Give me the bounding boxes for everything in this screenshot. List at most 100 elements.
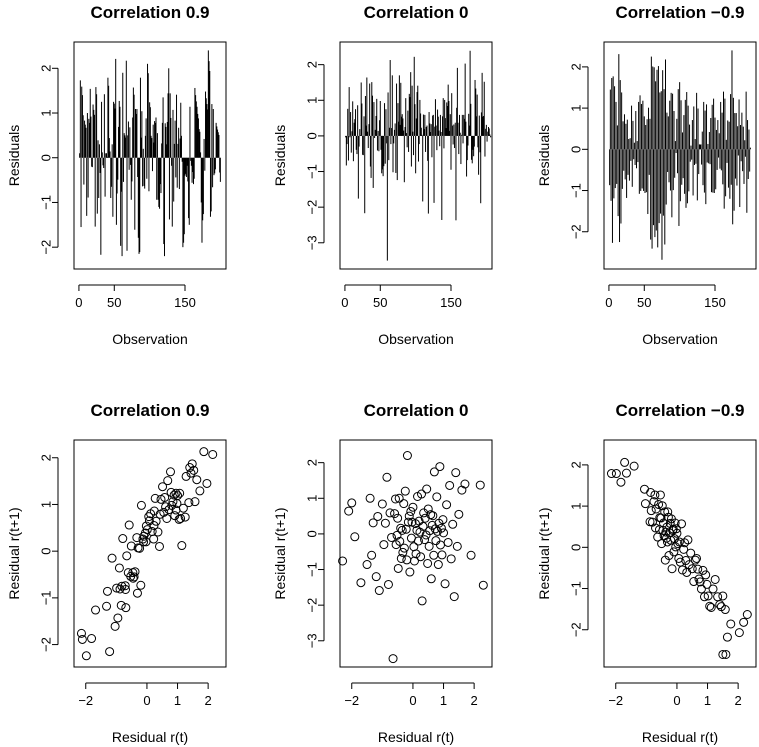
scatter-point (139, 537, 149, 547)
panel-5: Correlation 0 Residual r(t) Residual r(t+1… (272, 401, 493, 745)
scatter-point (692, 553, 702, 563)
scatter-point (399, 543, 409, 553)
x-axis-label: Observation (378, 331, 453, 347)
scatter-point (646, 488, 656, 498)
scatter-point (449, 592, 459, 602)
scatter-point (132, 588, 142, 598)
scatter-point (199, 447, 209, 457)
scatter-point (153, 527, 163, 537)
scatter-point (174, 514, 184, 524)
scatter-point (606, 469, 616, 479)
scatter-point (680, 538, 690, 548)
scatter-point (102, 601, 112, 611)
scatter-point (186, 468, 196, 478)
scatter-point (396, 553, 406, 563)
scatter-point (168, 497, 178, 507)
scatter-point (416, 552, 426, 562)
scatter-point (722, 632, 732, 642)
scatter-point (113, 613, 123, 623)
scatter-point (654, 499, 664, 509)
scatter-point (116, 600, 126, 610)
scatter-point (718, 591, 728, 601)
scatter-point (391, 494, 401, 504)
scatter-point (373, 511, 383, 521)
scatter-point (705, 601, 715, 611)
scatter-point (674, 537, 684, 547)
scatter-point (393, 513, 403, 523)
y-tick-label: −1 (305, 562, 320, 577)
scatter-point (433, 560, 443, 570)
scatter-point (673, 539, 683, 549)
scatter-point (429, 550, 439, 560)
x-tick-label: −2 (344, 693, 359, 708)
scatter-point (640, 484, 650, 494)
scatter-point (718, 649, 728, 659)
scatter-point (466, 550, 476, 560)
scatter-point (672, 528, 682, 538)
scatter-point (460, 479, 470, 489)
scatter-point (435, 540, 445, 550)
scatter-point (91, 605, 101, 615)
scatter-point (657, 539, 667, 549)
scatter-point (176, 513, 186, 523)
scatter-point (338, 556, 348, 566)
scatter-point (180, 512, 190, 522)
scatter-point (202, 478, 212, 488)
scatter-point (150, 493, 160, 503)
y-tick-label: −1 (569, 183, 584, 198)
scatter-point (443, 537, 453, 547)
x-tick-label: 2 (471, 693, 478, 708)
scatter-point (426, 574, 436, 584)
y-tick-label: −3 (305, 235, 320, 250)
panel-3: Correlation −0.9 Observation Residuals 0 50 1… (536, 3, 757, 347)
x-tick-label: 0 (409, 693, 416, 708)
scatter-point (368, 518, 378, 528)
scatter-point (110, 621, 120, 631)
scatter-point (76, 628, 86, 638)
scatter-point (679, 544, 689, 554)
scatter-point (663, 507, 673, 517)
scatter-point (344, 506, 354, 516)
y-tick-label: 1 (569, 502, 584, 509)
y-tick-label: −2 (305, 598, 320, 613)
plot-frame (339, 41, 493, 270)
x-axis-label: Residual r(t) (112, 729, 188, 745)
scatter-point (420, 535, 430, 545)
x-tick-label: −2 (78, 693, 93, 708)
scatter-point (208, 449, 218, 459)
scatter-point (107, 553, 117, 563)
scatter-point (124, 520, 134, 530)
scatter-point (388, 654, 398, 664)
scatter-point (169, 490, 179, 500)
scatter-point (102, 586, 112, 596)
scatter-point (611, 469, 621, 479)
scatter-point (726, 619, 736, 629)
x-tick-label: 0 (673, 693, 680, 708)
scatter-point (721, 649, 731, 659)
scatter-point (347, 498, 357, 508)
scatter-point (640, 499, 650, 509)
scatter-point (144, 512, 154, 522)
plot-frame (73, 41, 227, 270)
scatter-point (135, 543, 145, 553)
y-tick-label: 1 (569, 104, 584, 111)
y-tick-label: 0 (39, 154, 54, 161)
y-tick-label: 2 (569, 461, 584, 468)
scatter-point (120, 581, 130, 591)
y-tick-label: −2 (569, 622, 584, 637)
scatter-point (405, 567, 415, 577)
x-tick-label: 2 (205, 693, 212, 708)
scatter-point (126, 541, 136, 551)
x-tick-label: 150 (440, 295, 462, 310)
scatter-point (129, 572, 139, 582)
scatter-point (426, 510, 436, 520)
scatter-point (377, 499, 387, 509)
x-tick-label: 2 (735, 693, 742, 708)
y-tick-label: −1 (305, 164, 320, 179)
scatter-point (451, 468, 461, 478)
scatter-point (154, 541, 164, 551)
scatter-point (432, 492, 442, 502)
scatter-point (121, 603, 131, 613)
scatter-point (399, 499, 409, 509)
y-axis-label: Residuals (6, 125, 22, 186)
